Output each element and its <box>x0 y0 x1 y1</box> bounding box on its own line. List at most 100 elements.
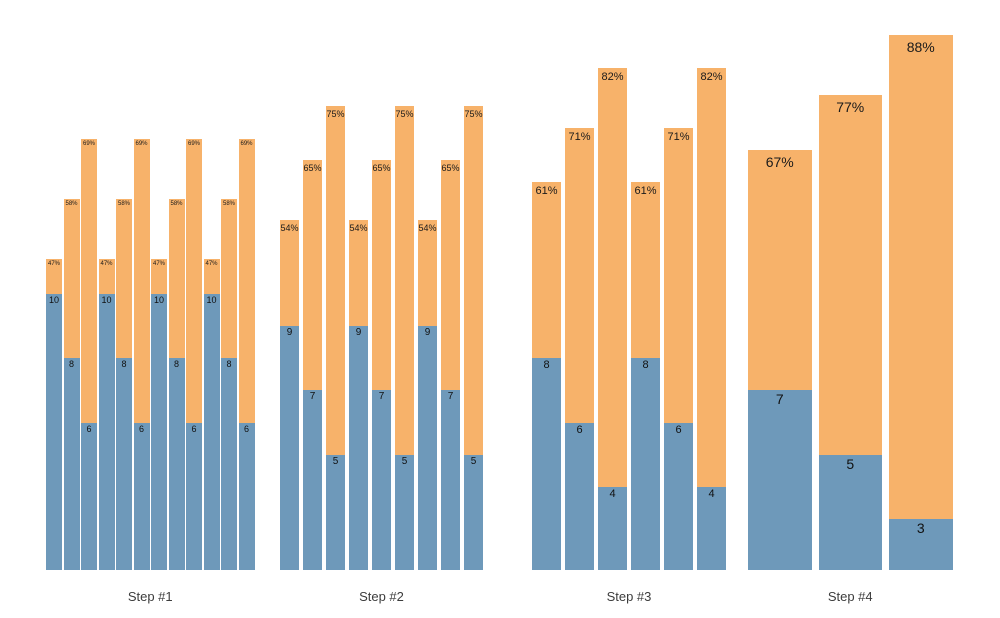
value-label: 7 <box>775 391 784 408</box>
blue-segment <box>63 358 80 570</box>
stacked-bar: 69% 6 <box>81 138 97 570</box>
stacked-bar: 54% 9 <box>280 220 299 570</box>
percent-label: 69% <box>240 140 253 147</box>
stacked-bar: 58% 8 <box>116 198 132 570</box>
percent-label: 75% <box>395 108 414 119</box>
value-label: 10 <box>101 295 112 305</box>
percent-label: 58% <box>65 200 78 207</box>
value-label: 8 <box>173 359 179 370</box>
blue-segment <box>464 454 483 570</box>
orange-segment <box>697 67 726 570</box>
stacked-bar: 61% 8 <box>532 182 561 570</box>
blue-segment <box>631 358 660 570</box>
percent-label: 82% <box>700 70 723 83</box>
blue-segment <box>395 454 414 570</box>
blue-segment <box>203 294 220 570</box>
blue-segment <box>326 454 345 570</box>
orange-segment <box>464 105 483 570</box>
percent-label: 75% <box>464 108 483 119</box>
value-label: 6 <box>675 423 682 436</box>
value-label: 5 <box>401 455 408 467</box>
blue-segment <box>441 390 460 570</box>
stacked-bar: 75% 5 <box>464 105 483 570</box>
percent-label: 75% <box>326 108 345 119</box>
orange-segment <box>395 105 414 570</box>
blue-segment <box>372 390 391 570</box>
percent-label: 69% <box>135 140 148 147</box>
stacked-bar: 67% 7 <box>748 149 812 570</box>
blue-segment <box>186 422 202 570</box>
value-label: 10 <box>153 295 164 305</box>
value-label: 6 <box>86 423 92 434</box>
blue-segment <box>151 294 167 570</box>
stacked-bar: 58% 8 <box>168 198 185 570</box>
blue-segment <box>46 294 62 570</box>
blue-segment <box>664 422 693 570</box>
percent-label: 54% <box>280 223 299 234</box>
blue-segment <box>168 358 185 570</box>
value-label: 5 <box>332 455 339 467</box>
blue-segment <box>116 358 132 570</box>
value-label: 8 <box>226 359 232 370</box>
value-label: 7 <box>309 391 316 403</box>
value-label: 5 <box>846 455 855 472</box>
value-label: 3 <box>916 520 925 537</box>
blue-segment <box>280 326 299 570</box>
percent-label: 88% <box>906 39 935 56</box>
percent-label: 58% <box>117 200 130 207</box>
value-label: 10 <box>206 295 217 305</box>
stacked-bar: 47% 10 <box>203 258 220 570</box>
group-label: Step #4 <box>827 589 873 604</box>
value-label: 6 <box>191 423 197 434</box>
stacked-bar: 47% 10 <box>151 258 167 570</box>
stacked-bar: 82% 4 <box>697 67 726 570</box>
stacked-bar: 77% 5 <box>818 95 882 570</box>
percent-label: 69% <box>187 140 200 147</box>
orange-segment <box>598 67 627 570</box>
percent-label: 82% <box>601 70 624 83</box>
value-label: 6 <box>243 423 249 434</box>
percent-label: 58% <box>222 200 235 207</box>
stacked-bar: 75% 5 <box>326 105 345 570</box>
percent-label: 61% <box>535 185 558 198</box>
percent-label: 69% <box>82 140 95 147</box>
blue-segment <box>598 486 627 570</box>
percent-label: 77% <box>836 99 865 116</box>
value-label: 9 <box>424 327 431 339</box>
stacked-bar: 65% 7 <box>372 160 391 570</box>
percent-label: 47% <box>152 260 165 267</box>
stacked-bar: 69% 6 <box>186 138 202 570</box>
group-label: Step #3 <box>606 589 652 604</box>
percent-label: 71% <box>667 130 690 143</box>
blue-segment <box>133 422 150 570</box>
percent-label: 65% <box>441 163 460 174</box>
stacked-bar: 65% 7 <box>441 160 460 570</box>
stacked-bar: 71% 6 <box>664 127 693 570</box>
orange-segment <box>889 35 953 570</box>
percent-label: 47% <box>47 260 60 267</box>
value-label: 4 <box>609 487 616 500</box>
stacked-bar: 69% 6 <box>133 138 150 570</box>
value-label: 7 <box>447 391 454 403</box>
blue-segment <box>818 454 882 570</box>
stacked-bar: 71% 6 <box>565 127 594 570</box>
blue-segment <box>748 390 812 570</box>
blue-segment <box>81 422 97 570</box>
blue-segment <box>565 422 594 570</box>
percent-label: 65% <box>303 163 322 174</box>
percent-label: 65% <box>372 163 391 174</box>
stacked-bar: 54% 9 <box>349 220 368 570</box>
value-label: 10 <box>48 295 59 305</box>
value-label: 5 <box>470 455 477 467</box>
stacked-bar: 82% 4 <box>598 67 627 570</box>
stacked-bar: 75% 5 <box>395 105 414 570</box>
blue-segment <box>418 326 437 570</box>
blue-segment <box>889 519 953 570</box>
percent-label: 61% <box>634 185 657 198</box>
blue-segment <box>532 358 561 570</box>
value-label: 6 <box>576 423 583 436</box>
percent-label: 71% <box>568 130 591 143</box>
value-label: 6 <box>138 423 144 434</box>
stacked-bar: 58% 8 <box>63 198 80 570</box>
